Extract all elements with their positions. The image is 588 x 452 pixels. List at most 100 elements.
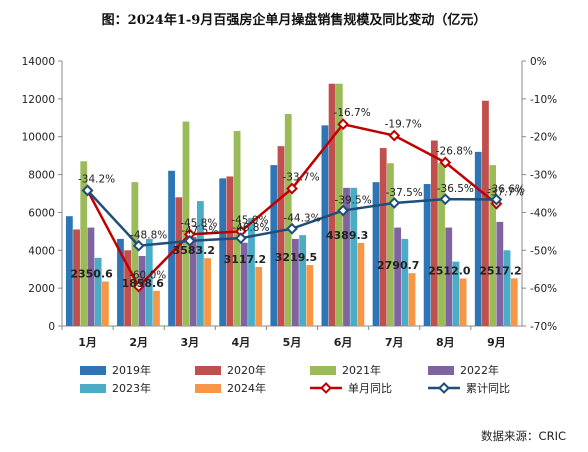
bar	[117, 238, 124, 326]
monthly-yoy-label: -34.2%	[78, 173, 115, 185]
point	[439, 156, 452, 169]
legend-swatch	[80, 366, 106, 375]
bar	[124, 250, 132, 326]
legend-label: 单月同比	[348, 382, 392, 395]
bar	[496, 221, 504, 326]
legend-label: 累计同比	[466, 382, 510, 395]
monthly-yoy-label: -37.7%	[487, 187, 524, 199]
monthly-yoy-label: -19.7%	[385, 119, 422, 131]
value-2024-label: 2512.0	[428, 264, 471, 277]
bar	[87, 227, 95, 326]
bar	[394, 227, 402, 326]
point	[81, 184, 94, 197]
bar	[131, 182, 139, 326]
y-right-tick-label: -20%	[530, 132, 557, 144]
source-note: 数据来源：CRIC	[481, 429, 566, 443]
bar	[306, 265, 314, 326]
bar	[145, 238, 153, 326]
point	[183, 234, 196, 247]
bar	[168, 170, 175, 326]
bar	[299, 235, 306, 326]
bar	[482, 100, 489, 326]
y-right-tick-label: -70%	[530, 321, 557, 333]
legend-label: 2020年	[227, 363, 266, 377]
bar	[489, 165, 497, 326]
bar	[175, 197, 183, 326]
value-2024-label: 3583.2	[173, 244, 215, 257]
bar	[452, 261, 460, 326]
bar	[138, 255, 146, 326]
y-left-tick-label: 4000	[28, 245, 55, 257]
bar	[248, 218, 255, 326]
point	[490, 193, 503, 206]
point	[337, 118, 350, 131]
y-left-tick-label: 8000	[28, 170, 55, 182]
x-tick-label: 5月	[283, 336, 302, 349]
bar	[226, 176, 234, 326]
bar	[445, 227, 453, 326]
bar	[101, 281, 109, 326]
bar	[459, 278, 467, 326]
legend-label: 2021年	[342, 363, 381, 377]
bar	[510, 278, 518, 326]
bar	[292, 238, 299, 326]
bar	[503, 250, 511, 326]
cumulative-yoy-label: -36.5%	[437, 183, 474, 195]
point	[388, 129, 401, 142]
value-2024-label: 1858.6	[121, 277, 164, 290]
y-right-tick-label: -10%	[530, 94, 557, 106]
y-right-tick-label: 0%	[530, 56, 547, 68]
legend-label: 2023年	[112, 381, 151, 395]
legend-swatch	[428, 366, 454, 375]
y-left-tick-label: 0	[48, 321, 55, 333]
monthly-yoy-label: -26.8%	[436, 145, 473, 157]
bar	[277, 146, 285, 326]
x-tick-label: 8月	[436, 336, 455, 349]
bar	[219, 178, 227, 326]
point	[388, 197, 401, 209]
y-right-tick-label: -50%	[530, 245, 557, 257]
legend-label: 2022年	[460, 363, 499, 377]
legend-label: 2019年	[112, 363, 151, 377]
point	[439, 193, 452, 206]
bar	[423, 184, 431, 326]
bar	[438, 163, 445, 326]
value-2024-label: 4389.3	[326, 229, 368, 242]
legend-marker	[320, 382, 332, 394]
bar	[401, 238, 409, 326]
bar	[372, 182, 380, 326]
bar	[94, 257, 102, 326]
x-tick-label: 6月	[334, 336, 353, 349]
bar	[387, 163, 394, 326]
bar	[153, 290, 160, 326]
bar	[343, 187, 350, 326]
legend-swatch	[310, 366, 336, 375]
legend-marker	[438, 382, 450, 394]
cumulative-yoy-label: -47.5%	[181, 225, 218, 237]
x-tick-label: 1月	[78, 336, 97, 349]
cumulative-yoy-label: -36.6%	[488, 184, 525, 196]
yoy-lines	[81, 118, 503, 293]
bar	[182, 121, 190, 326]
monthly-yoy-label: -60.0%	[129, 270, 166, 282]
x-tick-label: 3月	[180, 336, 199, 349]
cumulative-yoy-label: -37.5%	[386, 187, 423, 199]
bar	[430, 140, 438, 326]
monthly-yoy-label: -16.7%	[334, 107, 371, 119]
point	[132, 239, 145, 252]
axes: 0 2000 4000 6000 8000 10000 12000 14000 0% -10% -2…	[22, 56, 558, 349]
chart-title: 图：2024年1-9月百强房企单月操盘销售规模及同比变动（亿元）	[102, 12, 487, 28]
bar	[255, 266, 263, 326]
x-tick-label: 9月	[487, 336, 506, 349]
value-2024-label: 2790.7	[377, 259, 419, 272]
point	[286, 182, 298, 195]
point	[132, 280, 145, 293]
legend-label: 2024年	[227, 381, 266, 395]
monthly-yoy-label: -33.7%	[282, 172, 319, 184]
y-left-tick-label: 2000	[28, 283, 55, 295]
value-2024-label: 3219.5	[275, 251, 317, 264]
bar	[328, 83, 336, 326]
bar	[189, 237, 197, 326]
data-labels: -34.2% -60.0% -45.8% -45.0% -33.7% -16.7% -19.…	[70, 107, 525, 290]
bar	[65, 216, 73, 326]
